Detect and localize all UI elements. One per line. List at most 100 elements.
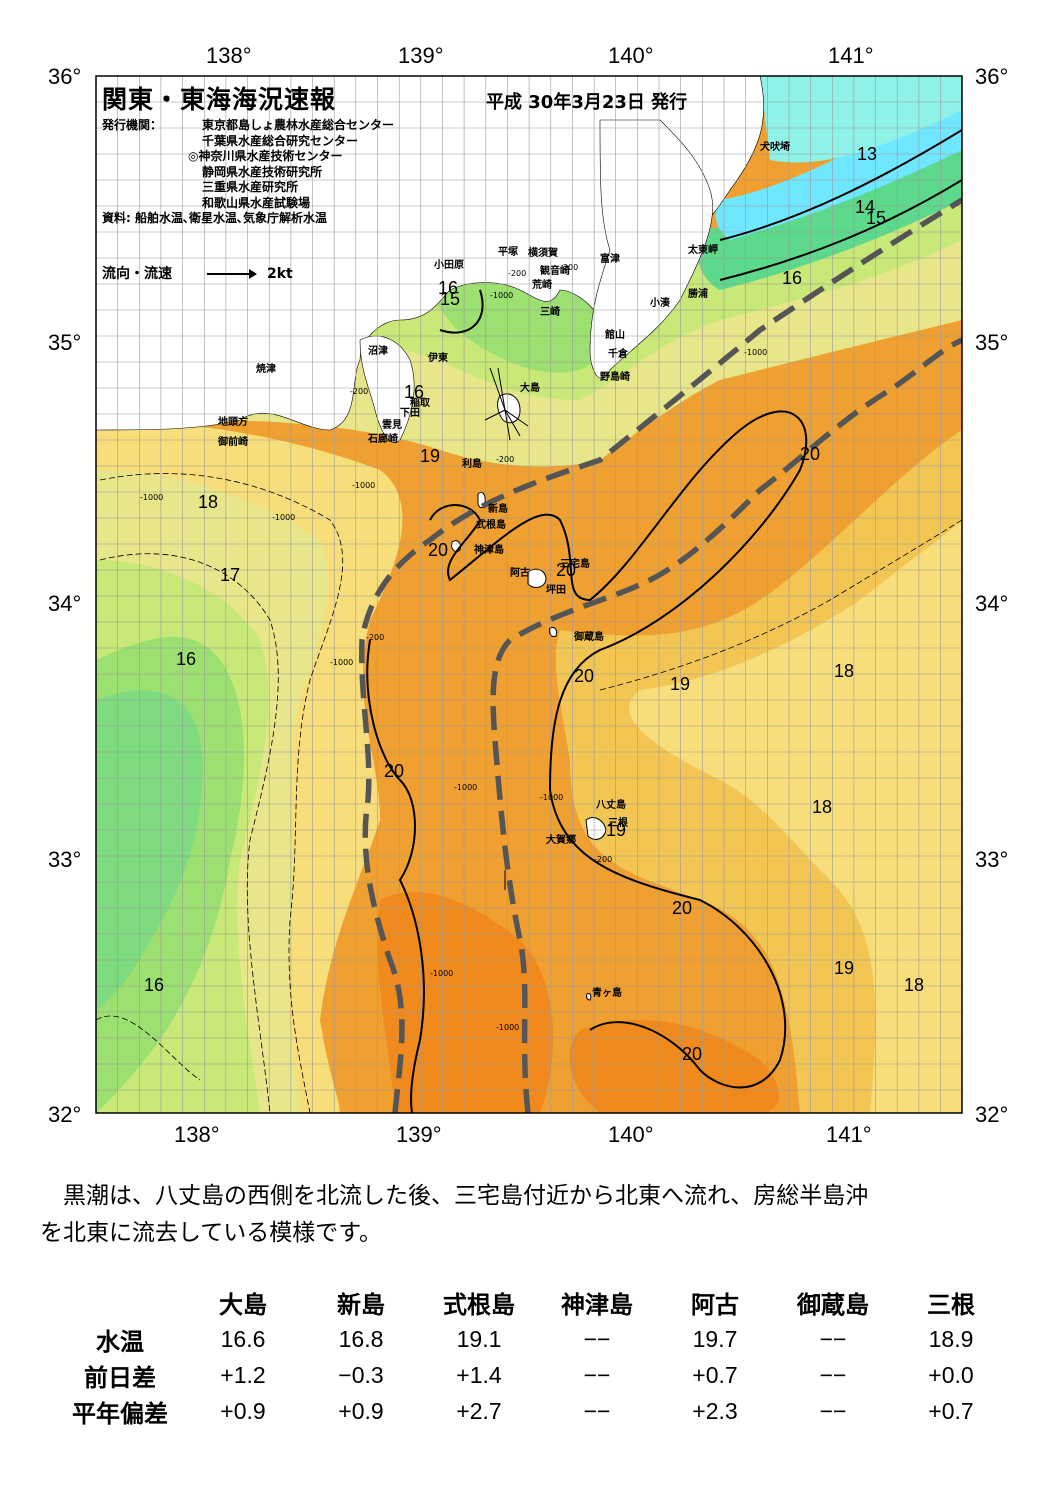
column-header: 神津島 bbox=[561, 1290, 633, 1319]
map-frame bbox=[95, 75, 963, 1114]
publisher-item: 三重県水産研究所 bbox=[202, 180, 299, 194]
place-label: 神津島 bbox=[474, 543, 504, 556]
column-header: 阿古 bbox=[691, 1290, 739, 1319]
zone-t14-west bbox=[96, 690, 203, 1010]
place-label: 稲取 bbox=[410, 396, 431, 409]
publisher-item: 千葉県水産総合研究センター bbox=[202, 133, 359, 148]
temperature-table: 大島 新島 式根島 神津島 阿古 御蔵島 三根 水温 16.6 16.8 19.… bbox=[56, 1283, 1010, 1429]
map-title: 関東・東海海況速報 bbox=[102, 85, 337, 114]
lon-label-139-b: 139° bbox=[396, 1122, 442, 1147]
place-label: 八丈島 bbox=[595, 798, 626, 811]
lon-label-138-b: 138° bbox=[174, 1122, 220, 1147]
table-corner bbox=[56, 1283, 184, 1321]
place-label: 雲見 bbox=[382, 419, 402, 431]
lat-label-36-r: 36° bbox=[975, 64, 1008, 89]
place-label: 沼津 bbox=[368, 344, 388, 357]
place-label: 新島 bbox=[488, 502, 508, 515]
depth-label: -1000 bbox=[490, 291, 513, 300]
place-label: 伊東 bbox=[427, 351, 448, 364]
isotherm-label: 19 bbox=[606, 820, 626, 840]
table-cell: +1.4 bbox=[456, 1361, 502, 1388]
isotherm-label: 20 bbox=[556, 560, 576, 580]
lon-label-139: 139° bbox=[398, 43, 444, 68]
lat-label-36: 36° bbox=[48, 64, 81, 89]
place-label: 小田原 bbox=[433, 258, 464, 271]
table-cell: +0.9 bbox=[338, 1397, 384, 1424]
table-cell: 18.9 bbox=[928, 1325, 974, 1352]
isotherm-label: 20 bbox=[384, 761, 404, 781]
publisher-list: 発行機関： 東京都島しょ農林水産総合センター 千葉県水産総合研究センター ◎神奈川… bbox=[102, 118, 394, 227]
isotherm-label: 16 bbox=[782, 268, 802, 288]
depth-label: -1000 bbox=[272, 513, 295, 522]
place-label: 御蔵島 bbox=[573, 630, 604, 643]
row-header: 前日差 bbox=[84, 1363, 156, 1392]
row-header: 水温 bbox=[96, 1327, 144, 1356]
depth-label: -1000 bbox=[430, 969, 453, 978]
lat-label-32-r: 32° bbox=[975, 1102, 1008, 1127]
place-label: 坪田 bbox=[546, 583, 566, 596]
table-cell: −− bbox=[819, 1325, 847, 1352]
depth-label: -1000 bbox=[744, 348, 767, 357]
island-kozushima bbox=[451, 540, 461, 553]
place-label: 地頭方 bbox=[218, 415, 248, 428]
table-row: 平年偏差 +0.9 +0.9 +2.7 −− +2.3 −− +0.7 bbox=[56, 1393, 1010, 1429]
isotherm-label: 16 bbox=[144, 975, 164, 995]
table-header-row: 大島 新島 式根島 神津島 阿古 御蔵島 三根 bbox=[56, 1283, 1010, 1321]
depth-label: -1000 bbox=[454, 783, 477, 792]
isotherm-label: 16 bbox=[438, 278, 458, 298]
isotherm-label: 20 bbox=[428, 540, 448, 560]
table-cell: +0.7 bbox=[692, 1361, 738, 1388]
lon-labels-top: 138° 139° 140° 141° bbox=[206, 43, 874, 68]
lon-label-141-b: 141° bbox=[826, 1122, 872, 1147]
table-cell: +1.2 bbox=[220, 1361, 266, 1388]
land-boso bbox=[589, 119, 713, 379]
current-vectors bbox=[484, 367, 529, 890]
column-header: 御蔵島 bbox=[797, 1290, 869, 1319]
depth-label: -200 bbox=[366, 633, 384, 642]
column-header: 三根 bbox=[927, 1290, 975, 1319]
place-label: 大島 bbox=[520, 381, 540, 394]
legend-label: 流向・流速 bbox=[102, 266, 172, 282]
column-header: 式根島 bbox=[443, 1290, 515, 1319]
isotherm-label: 15 bbox=[866, 208, 886, 228]
isotherm-label: 16 bbox=[176, 649, 196, 669]
place-label: 三根 bbox=[608, 816, 628, 829]
table-cell: 16.6 bbox=[220, 1325, 266, 1352]
lat-label-35-r: 35° bbox=[975, 330, 1008, 355]
place-label: 横須賀 bbox=[528, 246, 558, 259]
island-aogashima bbox=[586, 993, 592, 1001]
legend-scale: 2kt bbox=[267, 266, 293, 282]
isotherm-label: 15 bbox=[440, 289, 460, 309]
publisher-item: 和歌山県水産試験場 bbox=[202, 195, 311, 210]
isotherm-label: 13 bbox=[857, 144, 877, 164]
place-label: 勝浦 bbox=[688, 287, 708, 300]
kuroshio-axis bbox=[359, 197, 962, 1113]
commentary: 黒潮は、八丈島の西側を北流した後、三宅島付近から北東へ流れ、房総半島沖 を北東に… bbox=[40, 1178, 1030, 1252]
isotherm-label: 18 bbox=[904, 975, 924, 995]
map-grid bbox=[96, 76, 962, 1113]
isotherm-label: 14 bbox=[855, 197, 875, 217]
depth-label: -1000 bbox=[140, 493, 163, 502]
isotherm-label: 20 bbox=[682, 1044, 702, 1064]
table-cell: −− bbox=[819, 1361, 847, 1388]
table-cell: −− bbox=[583, 1361, 611, 1388]
isotherm-label: 16 bbox=[404, 382, 424, 402]
place-label: 大賀郷 bbox=[546, 833, 576, 846]
place-label: 三宅島 bbox=[560, 557, 590, 570]
place-label: 利島 bbox=[462, 457, 482, 470]
depth-label: -200 bbox=[496, 455, 514, 464]
isotherm-lines bbox=[366, 129, 962, 1113]
table-cell: 19.1 bbox=[456, 1325, 502, 1352]
table-cell: −− bbox=[583, 1397, 611, 1424]
place-label: 太東岬 bbox=[687, 243, 718, 256]
depth-label: -200 bbox=[594, 855, 612, 864]
lon-label-140-b: 140° bbox=[608, 1122, 654, 1147]
depth-label: -200 bbox=[350, 387, 368, 396]
place-label: 石廊崎 bbox=[367, 432, 398, 445]
place-label: 千倉 bbox=[608, 347, 629, 360]
table-cell: +2.3 bbox=[692, 1397, 738, 1424]
table-row: 前日差 +1.2 −0.3 +1.4 −− +0.7 −− +0.0 bbox=[56, 1357, 1010, 1393]
isotherm-label: 19 bbox=[420, 446, 440, 466]
lat-label-32: 32° bbox=[48, 1102, 81, 1127]
isotherm-label: 19 bbox=[834, 958, 854, 978]
